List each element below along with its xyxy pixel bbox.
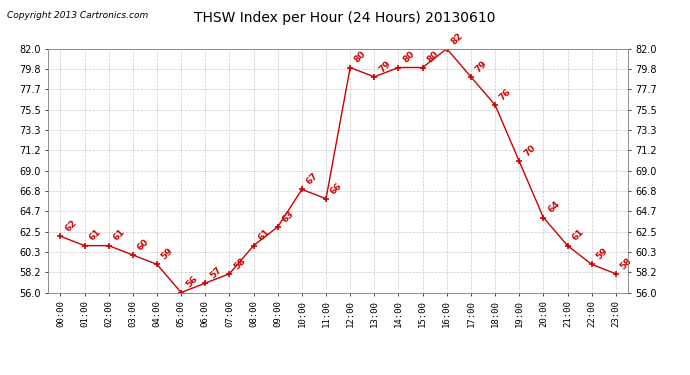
Text: 59: 59 [160, 246, 175, 262]
Text: 58: 58 [619, 256, 634, 271]
Text: THSW Index per Hour (24 Hours) 20130610: THSW Index per Hour (24 Hours) 20130610 [195, 11, 495, 25]
Text: 61: 61 [88, 228, 103, 243]
Text: 61: 61 [112, 228, 127, 243]
Text: 62: 62 [63, 218, 79, 234]
Text: THSW  (°F): THSW (°F) [557, 33, 616, 42]
Text: 66: 66 [329, 181, 344, 196]
Text: 60: 60 [136, 237, 150, 252]
Text: 80: 80 [353, 50, 368, 65]
Text: 63: 63 [281, 209, 296, 224]
Text: 58: 58 [233, 256, 248, 271]
Text: 59: 59 [595, 246, 610, 262]
Text: 76: 76 [498, 87, 513, 102]
Text: 80: 80 [402, 50, 416, 65]
Text: 61: 61 [257, 228, 272, 243]
Text: 70: 70 [522, 143, 538, 159]
Text: 61: 61 [571, 228, 586, 243]
Text: 79: 79 [377, 59, 393, 74]
Text: 79: 79 [474, 59, 489, 74]
Text: 80: 80 [426, 50, 440, 65]
Text: Copyright 2013 Cartronics.com: Copyright 2013 Cartronics.com [7, 11, 148, 20]
Text: 67: 67 [305, 171, 320, 187]
Text: 82: 82 [450, 31, 465, 46]
Text: 57: 57 [208, 265, 224, 280]
Text: 56: 56 [184, 274, 199, 290]
Text: 64: 64 [546, 200, 562, 215]
